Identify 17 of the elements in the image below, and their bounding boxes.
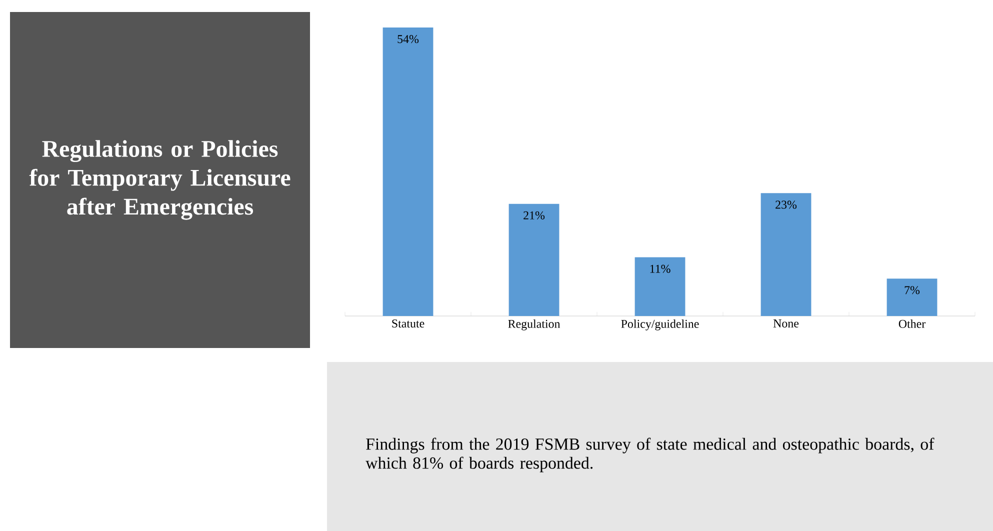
data-label: 11% [650,264,670,273]
x-tick-label: Other [898,320,926,328]
bar [634,257,686,316]
bar [760,193,812,316]
data-label: 54% [398,35,419,44]
text: Findings from the 2019 FSMB survey of state medical and osteopathic boards, of which 81% of boards responded. [366,438,934,472]
text: Regulations or Policies for Temporary Licensure after Emergencies [29,140,290,220]
data-label: 7% [904,286,920,294]
data-label: 23% [776,200,797,209]
x-tick-label: None [773,320,799,328]
bar [886,278,938,316]
x-tick-label: Policy/guideline [621,320,699,330]
data-label: 21% [524,211,545,220]
x-tick-label: Statute [392,320,424,328]
bar [382,28,434,316]
x-tick-label: Regulation [508,320,560,330]
bar [508,204,560,316]
